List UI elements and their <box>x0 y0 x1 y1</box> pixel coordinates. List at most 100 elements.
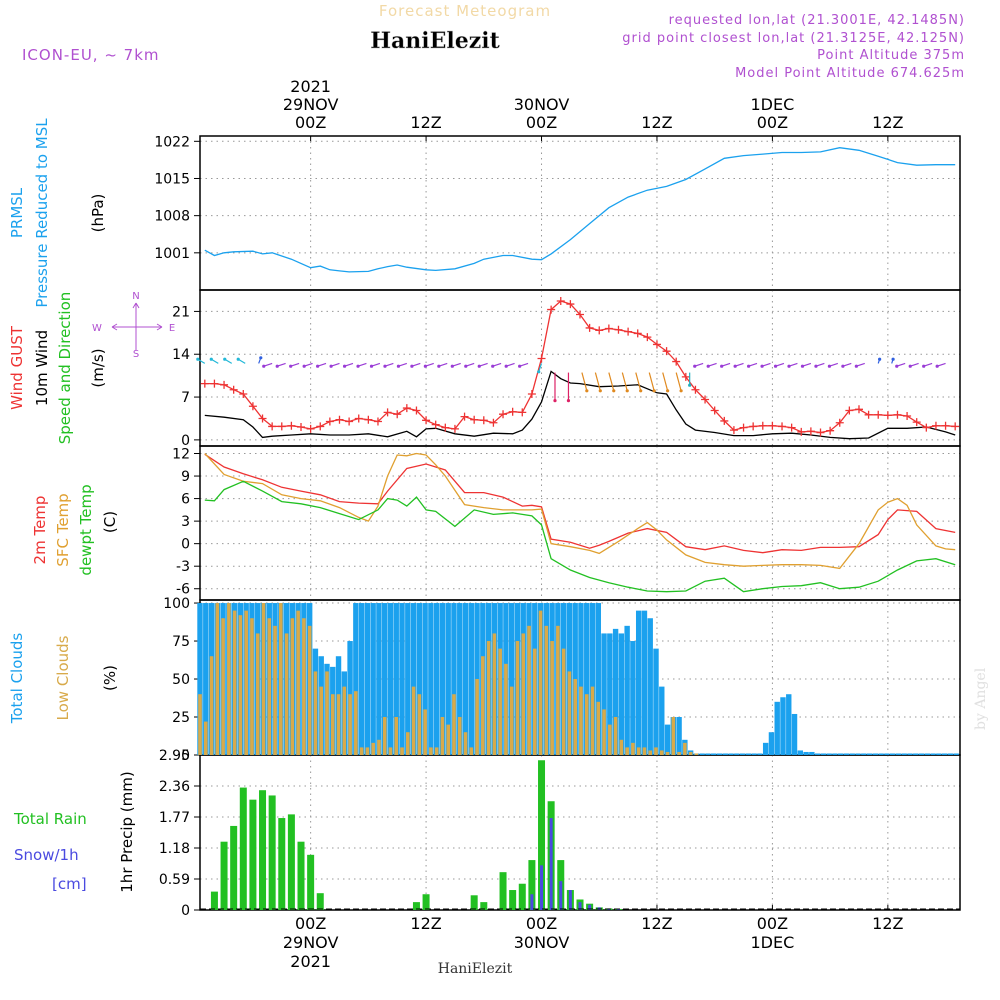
total-cloud-bar <box>751 753 757 755</box>
y-tick-label: 0 <box>181 903 190 919</box>
bottom-hour-label: 00Z <box>526 914 557 933</box>
low-cloud-bar <box>203 721 208 755</box>
bottom-hour-label: 12Z <box>872 914 903 933</box>
low-cloud-bar <box>694 753 699 755</box>
wind-arrow-head <box>553 398 557 403</box>
low-cloud-bar <box>296 610 300 755</box>
gust-marker <box>354 414 363 423</box>
wind-arrow-head <box>666 389 670 393</box>
total-cloud-bar <box>907 753 913 755</box>
y-tick-label: 1.77 <box>159 810 190 826</box>
low-clouds-label: Low Clouds <box>54 635 72 720</box>
low-cloud-bar <box>509 686 514 755</box>
wind-arrow-head <box>679 389 683 393</box>
y-tick-label: 6 <box>181 492 190 508</box>
total-cloud-bar <box>757 753 763 755</box>
pressure-label: Pressure Reduced to MSL <box>33 118 51 308</box>
wind-arrow-head <box>773 364 778 368</box>
gust-marker <box>316 422 325 431</box>
gust-marker <box>835 418 844 427</box>
y-tick-label: 0 <box>181 748 190 764</box>
gust-marker <box>652 340 661 349</box>
low-cloud-bar <box>457 717 462 755</box>
low-cloud-bar <box>561 648 566 755</box>
total-cloud-bar <box>410 603 417 755</box>
wind-arrow-head <box>688 383 692 387</box>
wind-arrow-head <box>289 364 293 368</box>
rain-bar <box>249 799 257 910</box>
low-cloud-bar <box>532 648 537 755</box>
wind-arrow-head <box>706 364 710 368</box>
top-hour-label: 00Z <box>526 113 557 132</box>
low-cloud-bar <box>313 671 318 755</box>
total-cloud-bar <box>901 753 907 755</box>
wind-arrow-head <box>262 364 266 368</box>
wind-arrow-head <box>891 357 895 361</box>
pressure-line <box>204 147 956 273</box>
low-cloud-bar <box>302 618 306 755</box>
gust-marker <box>739 423 748 432</box>
wind-arrow-head <box>423 364 427 368</box>
total-cloud-bar <box>618 633 625 755</box>
compass-rose <box>111 302 163 350</box>
compass-n: N <box>132 291 139 302</box>
wind-arrow <box>635 372 642 391</box>
gust-marker <box>499 410 508 419</box>
gust-label: Wind GUST <box>8 325 26 410</box>
snow-unit-label: [cm] <box>52 875 87 893</box>
low-cloud-bar <box>475 679 479 755</box>
y-tick-label: 50 <box>172 672 190 688</box>
snow-bar <box>559 881 563 910</box>
gust-marker <box>566 300 575 309</box>
gust-marker <box>826 426 835 435</box>
snow-bar <box>530 894 534 910</box>
wind-arrow-head <box>259 356 263 360</box>
compass-w: W <box>92 323 102 334</box>
wind-arrow-head <box>693 364 697 368</box>
total-cloud-bar <box>676 717 682 755</box>
total-cloud-bar <box>462 603 469 755</box>
total-cloud-bar <box>947 753 954 755</box>
gust-marker <box>345 417 354 426</box>
wind-arrow-head <box>437 364 441 368</box>
y-tick-label: 9 <box>181 469 190 485</box>
total-cloud-bar <box>843 753 850 755</box>
rain-bar <box>278 818 286 910</box>
wind-arrow-head <box>800 364 805 368</box>
gust-marker <box>297 423 306 432</box>
total-cloud-bar <box>659 686 665 755</box>
footer-location: HaniElezit <box>438 961 513 977</box>
temp-unit: (C) <box>101 511 119 533</box>
total-cloud-bar <box>405 603 411 755</box>
low-cloud-bar <box>498 648 502 755</box>
y-tick-label: 2.95 <box>159 748 190 764</box>
gust-marker <box>393 410 402 419</box>
y-tick-label: 14 <box>172 347 190 363</box>
low-cloud-bar <box>654 747 658 755</box>
wind-arrow-head <box>908 364 912 368</box>
y-tick-label: 0 <box>181 537 190 553</box>
y-tick-label: 21 <box>172 304 190 320</box>
total-cloud-bar <box>711 753 717 755</box>
total-cloud-bar <box>716 753 723 755</box>
gust-marker <box>864 410 873 419</box>
bottom-hour-label: 00Z <box>295 914 326 933</box>
total-cloud-bar <box>895 753 902 755</box>
wind-arrow-head <box>236 357 240 361</box>
wind-speed-line <box>204 370 956 440</box>
total-cloud-bar <box>768 732 775 755</box>
total-cloud-bar <box>774 701 780 755</box>
wind-dir-label: Speed and Direction <box>56 292 74 445</box>
model-altitude: Model Point Altitude 674.625m <box>735 66 965 81</box>
low-cloud-bar <box>405 732 410 755</box>
wind-arrow <box>608 372 615 391</box>
gust-marker <box>277 422 286 431</box>
gust-marker <box>691 385 700 394</box>
wind-arrow-head <box>566 398 571 403</box>
panel-pressure: 1001 1008 1015 1022 <box>154 134 961 291</box>
temp-line-orange <box>204 452 956 570</box>
total-cloud-bar <box>762 742 769 755</box>
top-day-label: 1DEC <box>751 95 795 114</box>
gust-marker <box>402 404 411 413</box>
total-cloud-bar <box>635 610 642 755</box>
